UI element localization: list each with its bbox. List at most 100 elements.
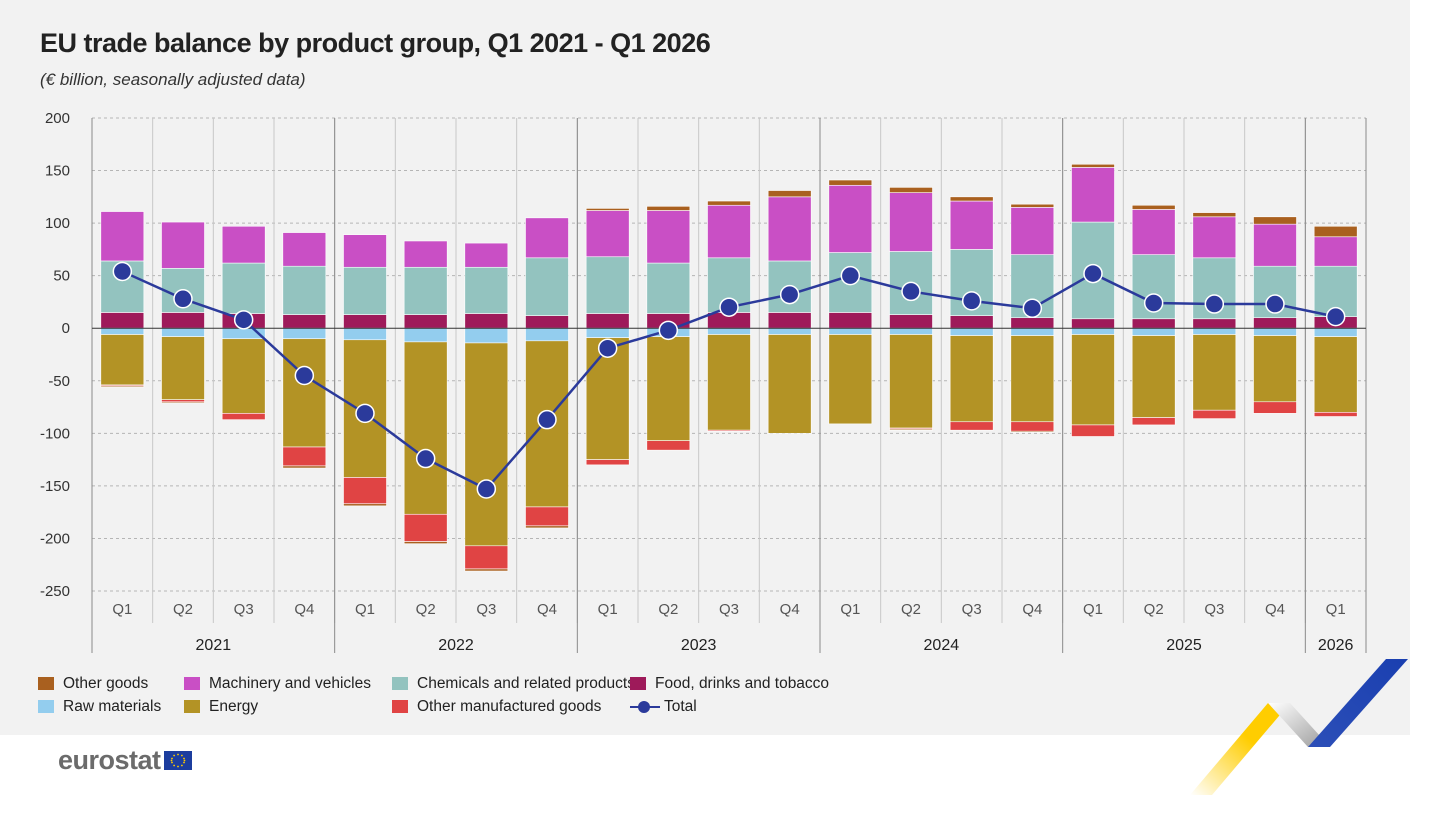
x-tick-label: Q1 — [1326, 601, 1346, 618]
bar-segment-other-manufactured — [525, 506, 569, 527]
x-tick-label: Q3 — [234, 601, 254, 618]
year-label: 2023 — [681, 637, 717, 654]
bar-segment-raw — [949, 327, 994, 336]
bar-segment-food — [100, 312, 145, 329]
legend: Other goods Machinery and vehicles Chemi… — [38, 674, 938, 716]
x-tick-label: Q4 — [1022, 601, 1042, 618]
y-tick-label: 100 — [45, 215, 70, 232]
eurostat-wordmark: eurostat — [58, 745, 161, 775]
bar-segment-energy — [1010, 335, 1055, 423]
bar-segment-chemicals — [221, 262, 266, 314]
bar-segment-other-manufactured — [464, 545, 509, 570]
y-tick-label: -150 — [40, 478, 70, 495]
total-marker — [1022, 298, 1043, 319]
bar-segment-chemicals — [464, 266, 509, 314]
bar-segment-other-goods — [828, 179, 873, 186]
bar-segment-raw — [1010, 327, 1055, 336]
bar-segment-raw — [1192, 327, 1237, 335]
bar-segment-other-goods — [1131, 204, 1176, 210]
legend-item-energy: Energy — [184, 697, 392, 716]
bar-segment-other-manufactured — [1131, 417, 1176, 426]
total-marker — [476, 479, 497, 499]
legend-label: Other manufactured goods — [417, 697, 602, 715]
total-marker — [1204, 294, 1225, 314]
bar-segment-food — [889, 314, 933, 329]
bar-segment-energy — [100, 334, 145, 386]
x-tick-label: Q2 — [901, 601, 921, 618]
total-marker — [355, 403, 375, 424]
chart-title: EU trade balance by product group, Q1 20… — [40, 28, 711, 58]
x-tick-label: Q3 — [719, 601, 739, 618]
x-tick-label: Q1 — [1083, 601, 1103, 618]
x-tick-label: Q1 — [355, 601, 375, 618]
bar-segment-raw — [1071, 327, 1115, 335]
bar-segment-other-goods — [767, 190, 812, 198]
bar-segment-machinery — [525, 217, 569, 259]
x-tick-label: Q1 — [112, 601, 132, 618]
bar-segment-machinery — [889, 192, 933, 252]
y-tick-label: -250 — [40, 583, 70, 600]
bar-segment-other-goods-neg — [1010, 430, 1055, 433]
bar-segment-food — [949, 315, 994, 329]
bar-segment-machinery — [464, 242, 509, 268]
bar-segment-energy — [403, 341, 448, 515]
legend-swatch-other-goods — [38, 677, 54, 690]
bar-segment-raw — [828, 327, 873, 335]
bar-segment-other-goods-neg — [889, 428, 933, 431]
total-marker — [901, 281, 921, 302]
bar-segment-energy — [646, 336, 691, 441]
bar-segment-machinery — [949, 200, 994, 250]
year-label: 2026 — [1318, 637, 1354, 654]
bar-segment-food — [585, 313, 630, 329]
y-tick-label: 200 — [45, 110, 70, 127]
bar-segment-raw — [767, 327, 812, 335]
bar-segment-food — [1071, 318, 1115, 329]
bar-segment-machinery — [585, 210, 630, 258]
total-marker — [1325, 306, 1346, 327]
x-tick-label: Q3 — [1204, 601, 1224, 618]
legend-swatch-energy — [184, 700, 200, 713]
bar-segment-food — [767, 312, 812, 329]
y-tick-label: 150 — [45, 163, 70, 180]
bar-segment-energy — [707, 334, 751, 431]
legend-swatch-raw-materials — [38, 700, 54, 713]
bar-segment-raw — [525, 327, 569, 342]
bar-segment-other-goods-neg — [343, 503, 387, 507]
bar-segment-machinery — [1253, 223, 1297, 267]
legend-label: Energy — [209, 697, 259, 715]
trade-balance-chart: 200 150 100 50 0 -50 -100 -150 -200 -250 Q1 Q2 Q3 Q4 Q… — [40, 110, 1367, 654]
bar-segment-chemicals — [1313, 265, 1358, 317]
bar-segment-raw — [282, 327, 327, 340]
bar-segment-other-goods — [889, 187, 933, 193]
bar-segment-other-goods — [1192, 212, 1237, 218]
bar-segment-raw — [161, 327, 205, 337]
bar-segment-other-goods — [646, 205, 691, 211]
bar-segment-other-goods — [949, 196, 994, 202]
bar-segment-other-goods-neg — [282, 465, 327, 469]
year-label: 2022 — [438, 637, 474, 654]
bar-segment-chemicals — [403, 266, 448, 315]
bar-segment-raw — [100, 327, 145, 335]
y-tick-label: -100 — [40, 425, 70, 442]
bar-segment-energy — [1071, 334, 1115, 426]
legend-label: Raw materials — [63, 697, 162, 715]
bar-segment-other-manufactured — [646, 440, 691, 451]
bar-segment-raw — [707, 327, 751, 335]
bar-segment-chemicals — [646, 262, 691, 314]
total-marker — [294, 365, 315, 386]
bar-segment-machinery — [100, 211, 145, 262]
total-marker — [537, 409, 557, 430]
y-tick-label: 0 — [62, 320, 70, 337]
bar-segment-machinery — [1313, 236, 1358, 267]
bar-segment-other-manufactured — [949, 421, 994, 431]
bar-segment-other-manufactured — [1313, 412, 1358, 417]
x-tick-label: Q4 — [537, 601, 557, 618]
total-marker — [719, 297, 739, 317]
year-label: 2024 — [924, 637, 960, 654]
bar-segment-other-manufactured — [221, 413, 266, 420]
total-marker — [597, 338, 618, 358]
bar-segment-other-goods — [1071, 163, 1115, 168]
bar-segment-raw — [1131, 327, 1176, 336]
x-tick-label: Q4 — [1265, 601, 1285, 618]
x-tick-label: Q4 — [780, 601, 800, 618]
